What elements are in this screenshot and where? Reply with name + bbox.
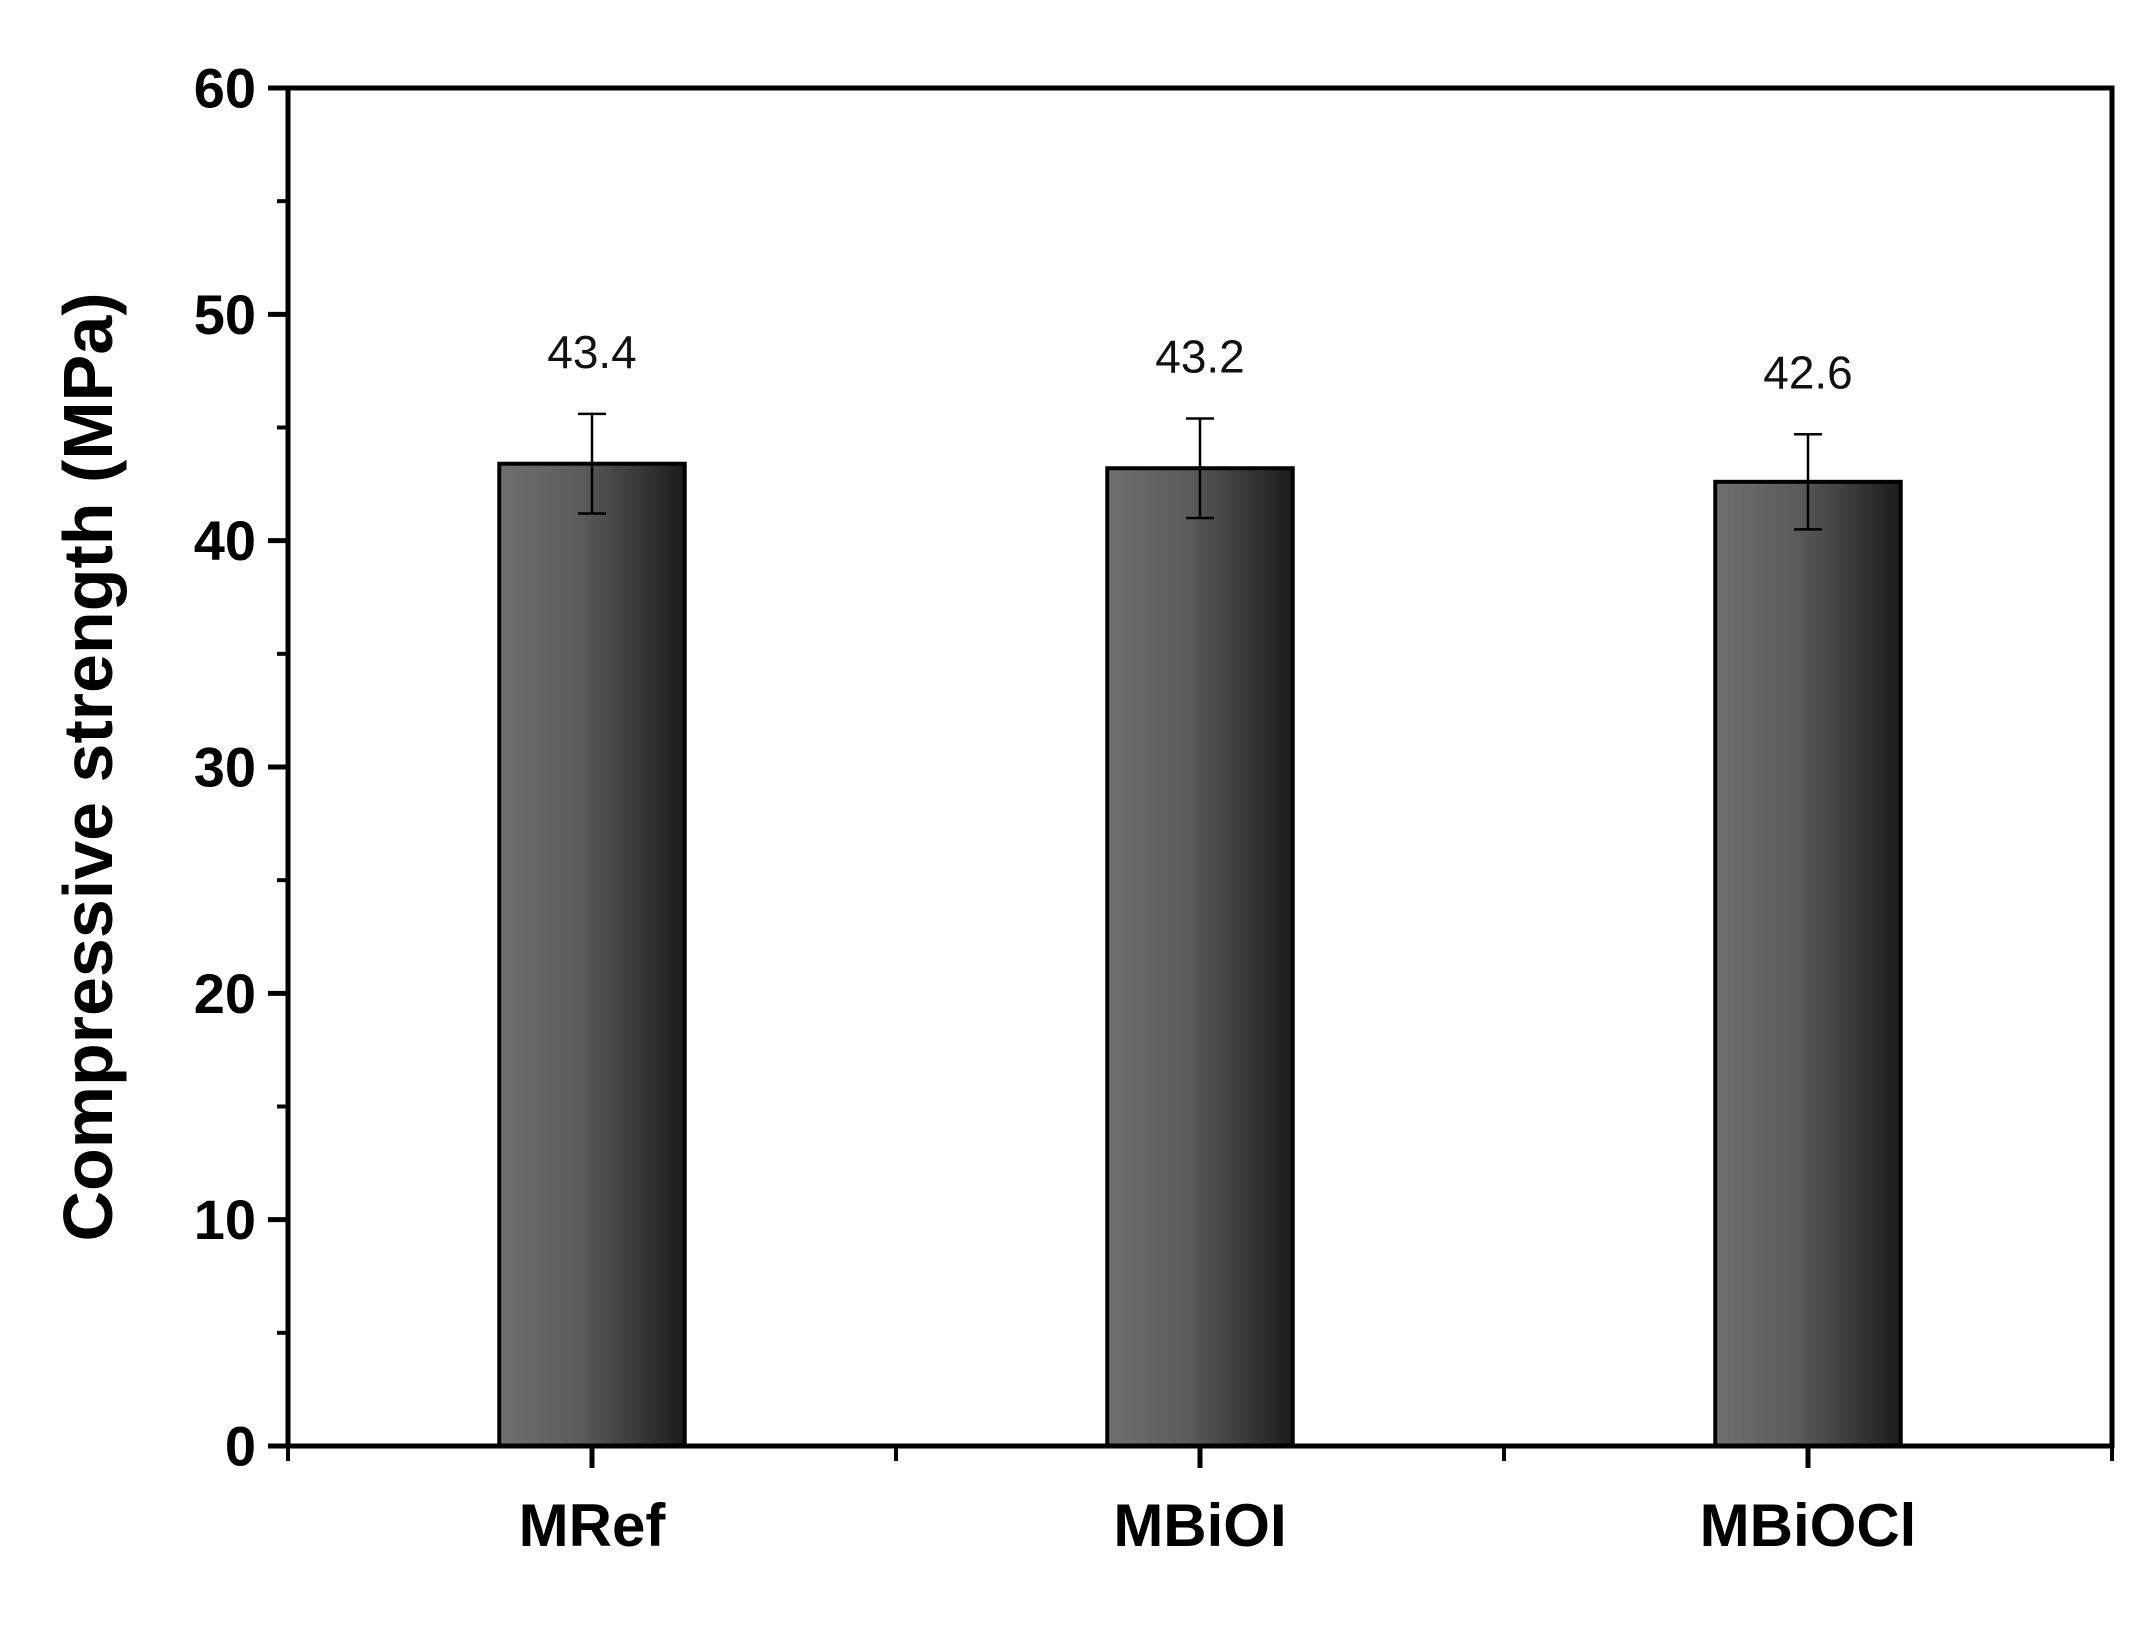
data-label: 42.6: [1763, 346, 1853, 398]
data-label: 43.4: [547, 326, 637, 378]
x-tick-label: MBiOCl: [1700, 1492, 1917, 1559]
data-labels-group: 43.4 43.2 42.6: [547, 326, 1853, 398]
y-tick-label: 40: [194, 509, 256, 572]
error-bars-group: [578, 412, 1822, 531]
bar-mbiocl: [1713, 479, 1903, 1448]
plot-frame: [285, 85, 2115, 1449]
x-axis-ticks: MRef MBiOI MBiOCl: [286, 1446, 2114, 1559]
data-label: 43.2: [1155, 330, 1245, 382]
bar-mbioi: [1105, 466, 1295, 1448]
y-tick-label: 0: [225, 1415, 256, 1478]
y-axis-title: Compressive strength (MPa): [49, 292, 127, 1241]
y-tick-label: 30: [194, 736, 256, 799]
x-tick-label: MRef: [519, 1492, 667, 1559]
bars-group: [497, 461, 1903, 1449]
bar-mref: [497, 461, 687, 1449]
y-tick-label: 20: [194, 962, 256, 1025]
y-tick-label: 50: [194, 283, 256, 346]
x-tick-label: MBiOI: [1113, 1492, 1286, 1559]
y-tick-label: 60: [194, 57, 256, 120]
y-axis-ticks: 0 10 20 30 40 50 60: [194, 57, 288, 1478]
y-tick-label: 10: [194, 1188, 256, 1251]
